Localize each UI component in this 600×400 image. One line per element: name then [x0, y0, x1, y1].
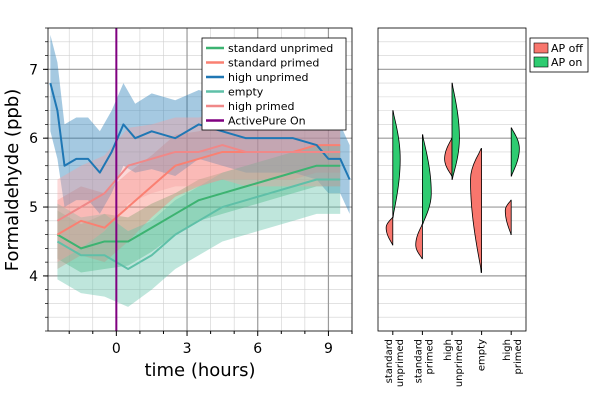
legend-label: high unprimed: [228, 71, 308, 84]
line-empty: [56, 178, 341, 271]
category-tick-label-line: unprimed: [395, 339, 406, 387]
y-tick-label: 5: [29, 200, 38, 216]
line-high-primed: [56, 144, 341, 222]
band-empty: [57, 145, 341, 307]
violin-ap-on: [392, 110, 401, 218]
violin-grid: [378, 27, 526, 332]
legend-label: high primed: [228, 100, 295, 113]
time-series-chart: 0 3 6 9 4 5 6 7 time (hours) Formaldehyde (ppb…: [2, 27, 353, 381]
x-tick-label: 0: [112, 341, 121, 357]
line-standard-unprimed: [56, 164, 341, 250]
violin-ap-off: [504, 199, 512, 235]
violin-category-ticks: standardunprimed standardprimed highunprim…: [384, 331, 524, 387]
line-high-unprimed: [49, 82, 351, 180]
category-tick-label-line: standard: [384, 339, 395, 383]
legend-box: [201, 37, 347, 131]
x-tick-label: 9: [324, 341, 333, 357]
violin-ap-off: [470, 148, 483, 273]
violin-ap-on: [421, 134, 432, 225]
violin-ap-off: [444, 137, 453, 177]
time-series-lines: [49, 82, 351, 271]
violin-ap-on: [451, 82, 460, 180]
violin-legend-label: AP on: [551, 56, 582, 69]
y-tick-label: 4: [29, 269, 38, 285]
x-tick-label: 3: [183, 341, 192, 357]
y-tick-label: 7: [29, 62, 38, 78]
legend-label: empty: [228, 86, 264, 99]
legend-label: standard unprimed: [228, 42, 333, 55]
category-tick-label-line: high: [443, 339, 454, 361]
violin-ap-off: [385, 216, 394, 246]
violin-legend-swatch: [533, 56, 549, 68]
y-axis-ticks: 4 5 6 7: [29, 27, 48, 332]
category-tick-label-line: high: [502, 339, 513, 361]
category-tick-label: highunprimed: [443, 339, 465, 387]
violin-chart: standardunprimed standardprimed highunprim…: [377, 27, 589, 387]
category-tick-label: standardunprimed: [384, 339, 406, 387]
category-tick-label: standardprimed: [413, 339, 435, 383]
violin-legend-swatch: [533, 42, 549, 54]
category-tick-label-line: empty: [477, 339, 488, 371]
violins: [385, 82, 520, 273]
band-high-primed: [57, 110, 341, 263]
violin-legend-label: AP off: [551, 42, 583, 55]
x-axis-label: time (hours): [144, 360, 255, 381]
violin-ap-on: [510, 127, 520, 177]
category-tick-label-line: primed: [513, 339, 524, 374]
band-standard-primed: [57, 117, 341, 270]
category-tick-label-line: standard: [413, 339, 424, 383]
legend-label: standard primed: [228, 57, 319, 70]
x-axis-ticks: 0 3 6 9: [68, 331, 353, 357]
violin-ap-off: [415, 223, 423, 260]
y-tick-label: 6: [29, 131, 38, 147]
category-tick-label: highprimed: [502, 339, 524, 374]
x-tick-label: 6: [253, 341, 262, 357]
legend-label: ActivePure On: [228, 115, 306, 128]
category-tick-label-line: primed: [424, 339, 435, 374]
category-tick-label-line: unprimed: [454, 339, 465, 387]
category-tick-label: empty: [477, 339, 488, 371]
y-axis-label: Formaldehyde (ppb): [2, 89, 23, 271]
